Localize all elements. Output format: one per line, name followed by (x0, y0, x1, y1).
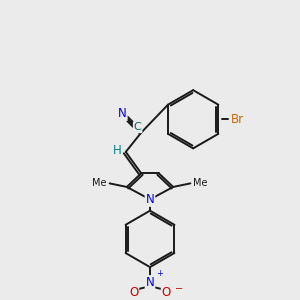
Text: O: O (129, 286, 138, 298)
Text: Me: Me (92, 178, 107, 188)
Text: −: − (175, 284, 183, 294)
Text: N: N (118, 107, 127, 120)
Text: C: C (134, 122, 142, 132)
Text: O: O (162, 286, 171, 298)
Text: N: N (146, 276, 154, 289)
Text: +: + (156, 269, 163, 278)
Text: H: H (113, 144, 122, 157)
Text: N: N (146, 193, 154, 206)
Text: Me: Me (193, 178, 208, 188)
Text: Br: Br (231, 113, 244, 126)
